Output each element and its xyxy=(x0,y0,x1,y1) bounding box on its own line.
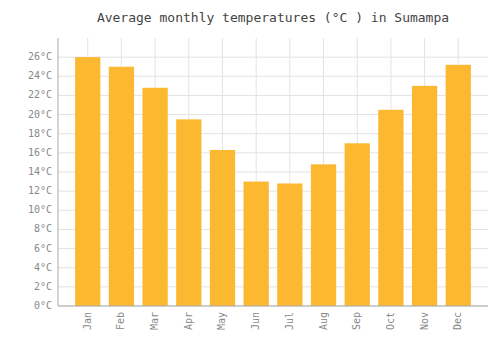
y-tick-label: 2°C xyxy=(34,281,52,292)
y-tick-label: 12°C xyxy=(28,185,52,196)
title: Average monthly temperatures (°C ) in Su… xyxy=(97,10,449,25)
bar xyxy=(244,182,269,306)
x-tick-label: Jan xyxy=(82,312,93,330)
bar xyxy=(378,110,403,306)
x-tick-label: Apr xyxy=(183,312,194,330)
x-tick-label: Feb xyxy=(115,312,126,330)
bar xyxy=(210,150,235,306)
bar xyxy=(277,183,302,306)
x-tick-label: Nov xyxy=(419,312,430,330)
x-tick-label: Oct xyxy=(385,312,396,330)
y-tick-label: 8°C xyxy=(34,223,52,234)
bar xyxy=(412,86,437,306)
bar xyxy=(176,119,201,306)
x-tick-label: Aug xyxy=(318,312,329,330)
bars xyxy=(75,57,471,306)
bar xyxy=(142,88,167,306)
y-tick-label: 18°C xyxy=(28,128,52,139)
x-tick-label: Sep xyxy=(351,312,362,330)
bar xyxy=(311,164,336,306)
grid xyxy=(58,38,488,306)
y-tick-label: 4°C xyxy=(34,262,52,273)
y-grid-line xyxy=(58,306,488,307)
bar xyxy=(345,143,370,306)
y-grid-line xyxy=(58,57,488,58)
y-tick-label: 0°C xyxy=(34,300,52,311)
y-tick-label: 14°C xyxy=(28,166,52,177)
y-tick-label: 26°C xyxy=(28,51,52,62)
y-tick-labels: 0°C 2°C 4°C 6°C 8°C 10°C 12°C 14°C 16°C 18°C 20°C 2… xyxy=(28,51,52,311)
y-tick-label: 22°C xyxy=(28,89,52,100)
x-tick-label: Mar xyxy=(149,312,160,330)
x-tick-labels: Jan Feb Mar Apr May Jun Jul Aug Sep Oct Nov Dec xyxy=(82,312,464,330)
x-tick-label: Jun xyxy=(250,312,261,330)
y-tick-label: 6°C xyxy=(34,243,52,254)
chart-container: 0°C 2°C 4°C 6°C 8°C 10°C 12°C 14°C 16°C 18°C 20°C 2… xyxy=(0,0,500,350)
y-tick-label: 20°C xyxy=(28,109,52,120)
chart-svg: 0°C 2°C 4°C 6°C 8°C 10°C 12°C 14°C 16°C 18°C 20°C 2… xyxy=(0,0,500,350)
y-axis-line xyxy=(58,38,59,306)
y-tick-label: 16°C xyxy=(28,147,52,158)
x-axis-line xyxy=(58,306,488,307)
y-tick-label: 10°C xyxy=(28,204,52,215)
bar xyxy=(446,65,471,306)
x-tick-label: Jul xyxy=(284,312,295,330)
bar xyxy=(75,57,100,306)
y-tick-label: 24°C xyxy=(28,70,52,81)
bar xyxy=(109,67,134,306)
x-tick-label: May xyxy=(216,312,227,330)
x-tick-label: Dec xyxy=(452,312,463,330)
